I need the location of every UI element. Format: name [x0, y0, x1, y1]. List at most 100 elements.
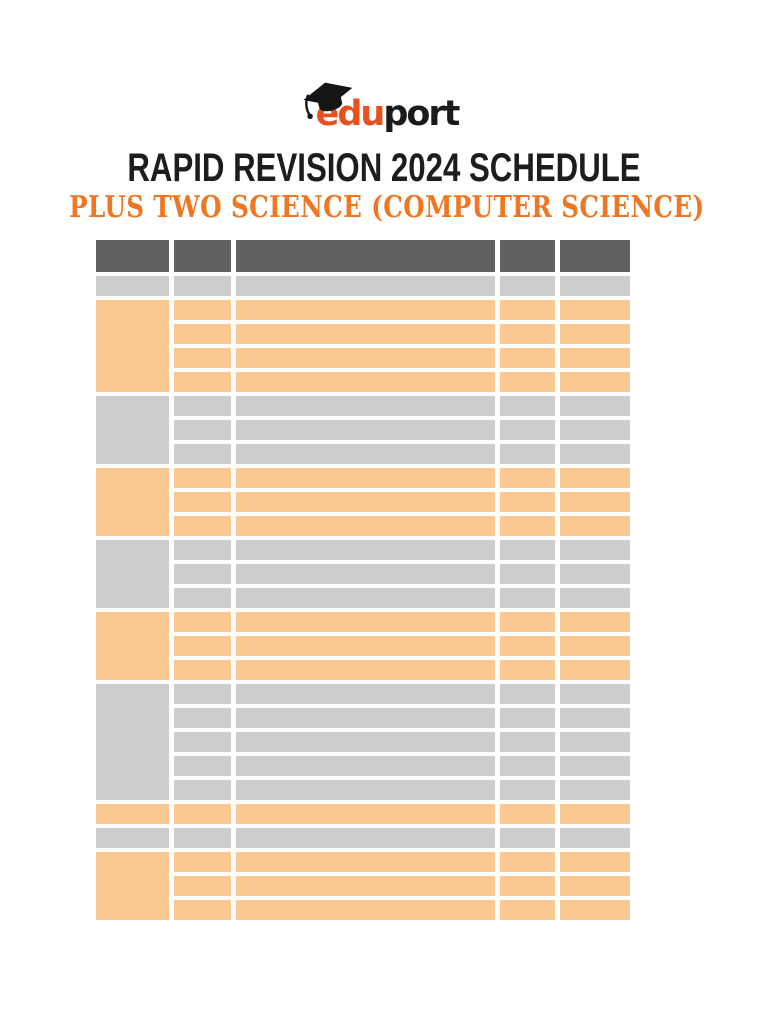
table-row [96, 636, 630, 656]
table-cell [560, 876, 630, 896]
table-cell [560, 324, 630, 344]
table-cell [500, 804, 555, 824]
table-cell [500, 564, 555, 584]
table-cell [174, 852, 231, 872]
table-row [96, 828, 630, 848]
table-cell [560, 828, 630, 848]
table-row [96, 900, 630, 920]
table-cell [560, 564, 630, 584]
table-cell [96, 396, 169, 464]
table-cell [236, 780, 495, 800]
page-title: RAPID REVISION 2024 SCHEDULE [127, 146, 641, 190]
table-cell [236, 420, 495, 440]
header-cell-col-3 [236, 240, 495, 272]
table-cell [500, 300, 555, 320]
table-cell [560, 588, 630, 608]
table-cell [174, 900, 231, 920]
table-cell [96, 828, 169, 848]
table-cell [236, 348, 495, 368]
table-cell [174, 540, 231, 560]
table-row [96, 804, 630, 824]
table-cell [560, 684, 630, 704]
table-cell [560, 900, 630, 920]
table-cell [236, 468, 495, 488]
table-cell [174, 468, 231, 488]
table-row [96, 468, 630, 536]
table-cell [174, 780, 231, 800]
table-row [96, 540, 630, 608]
table-cell [236, 516, 495, 536]
table-cell [236, 276, 495, 296]
table-cell [500, 756, 555, 776]
table-cell [500, 324, 555, 344]
table-row [96, 756, 630, 776]
schedule-table [91, 236, 635, 924]
table-cell [560, 444, 630, 464]
table-cell [560, 780, 630, 800]
table-cell [174, 348, 231, 368]
table-row [96, 300, 630, 392]
table-cell [560, 516, 630, 536]
table-row [96, 708, 630, 728]
table-row [96, 372, 630, 392]
table-body [96, 276, 630, 920]
header-cell-col-4 [500, 240, 555, 272]
table-cell [236, 636, 495, 656]
table-cell [500, 588, 555, 608]
table-cell [174, 684, 231, 704]
table-row [96, 516, 630, 536]
table-cell [560, 756, 630, 776]
table-cell [560, 660, 630, 680]
table-row [96, 612, 630, 680]
table-row [96, 588, 630, 608]
table-cell [96, 684, 169, 800]
table-cell [500, 348, 555, 368]
table-cell [560, 612, 630, 632]
table-cell [236, 324, 495, 344]
table-cell [236, 708, 495, 728]
table-cell [96, 540, 169, 608]
table-cell [174, 636, 231, 656]
table-cell [500, 372, 555, 392]
table-cell [500, 516, 555, 536]
table-cell [236, 732, 495, 752]
table-cell [560, 420, 630, 440]
table-cell [500, 276, 555, 296]
table-cell [560, 276, 630, 296]
table-cell [500, 612, 555, 632]
eduport-logo: eduport [303, 82, 460, 134]
table-row [96, 684, 630, 800]
table-row [96, 396, 630, 464]
table-cell [174, 276, 231, 296]
table-cell [500, 708, 555, 728]
table-cell [174, 612, 231, 632]
table-cell [500, 492, 555, 512]
table-cell [236, 588, 495, 608]
table-cell [236, 852, 495, 872]
table-cell [500, 420, 555, 440]
header-cell-col-5 [560, 240, 630, 272]
table-cell [560, 852, 630, 872]
table-cell [560, 636, 630, 656]
table-cell [96, 852, 169, 920]
table-cell [560, 300, 630, 320]
table-row [96, 324, 630, 344]
table-cell [236, 660, 495, 680]
table-row [96, 732, 630, 752]
table-cell [236, 756, 495, 776]
table-cell [174, 444, 231, 464]
table-row [96, 444, 630, 464]
table-cell [500, 540, 555, 560]
table-cell [174, 492, 231, 512]
table-cell [174, 732, 231, 752]
table-cell [500, 780, 555, 800]
table-cell [236, 564, 495, 584]
table-cell [236, 876, 495, 896]
table-cell [560, 468, 630, 488]
logo-text-edu: edu [315, 94, 386, 134]
logo-container: eduport [0, 82, 768, 134]
table-row [96, 660, 630, 680]
table-header-row [96, 240, 630, 272]
table-cell [174, 588, 231, 608]
